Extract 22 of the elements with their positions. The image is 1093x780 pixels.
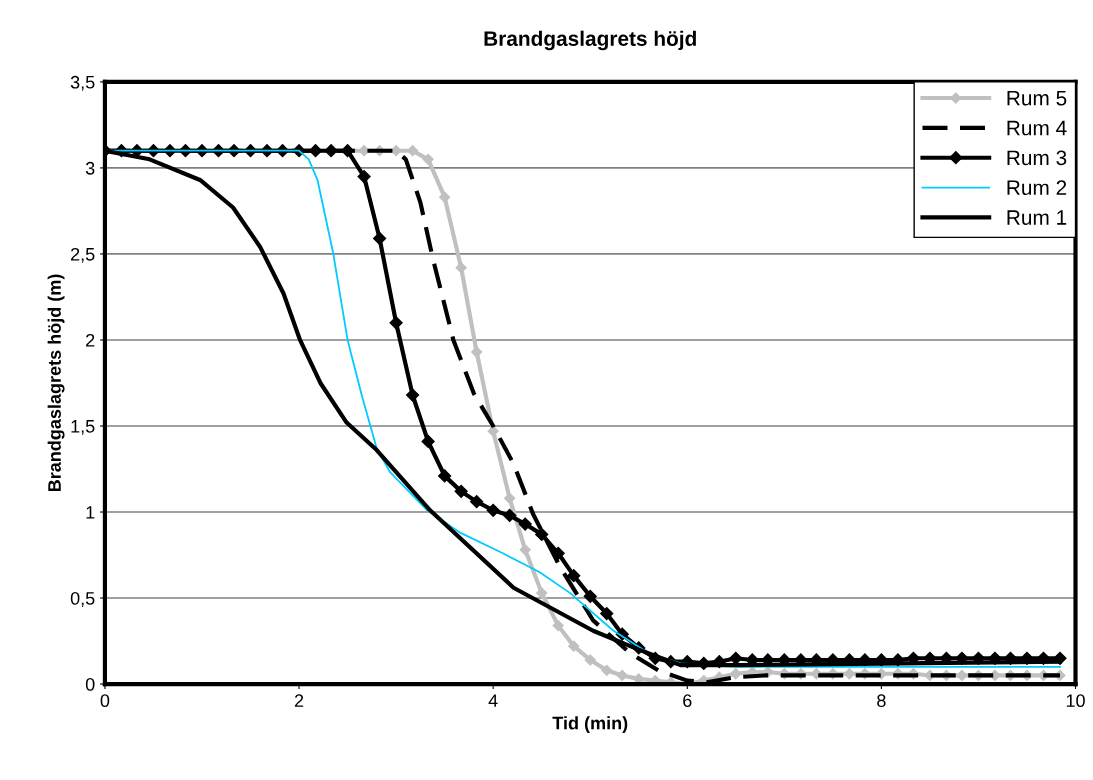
x-tick-label: 4 [488, 694, 498, 707]
x-tick-label: 10 [1066, 694, 1085, 708]
x-tick-label: 6 [683, 694, 692, 708]
y-tick-label: 2 [86, 333, 95, 347]
y-tick-label: 1 [86, 506, 95, 519]
y-tick-label: 2,5 [71, 247, 95, 263]
legend-label: Rum 4 [1007, 120, 1067, 136]
x-tick-label: 8 [877, 694, 886, 708]
chart-title: Brandgaslagrets höjd [484, 30, 696, 51]
y-tick-label: 0 [85, 677, 95, 691]
legend-label: Rum 3 [1007, 150, 1067, 166]
legend-label: Rum 2 [1007, 180, 1067, 196]
y-tick-label: 0,5 [70, 591, 95, 607]
legend-label: Rum 5 [1007, 91, 1067, 106]
y-tick-label: 1,5 [71, 420, 95, 435]
x-axis-title: Tid (min) [552, 716, 628, 733]
x-tick-label: 0 [100, 694, 110, 708]
x-tick-label: 2 [294, 694, 304, 707]
y-tick-label: 3 [85, 161, 95, 175]
legend-label: Rum 1 [1007, 210, 1067, 225]
y-tick-label: 3,5 [70, 75, 95, 91]
y-axis-title: Brandgaslagrets höjd (m) [47, 274, 65, 492]
